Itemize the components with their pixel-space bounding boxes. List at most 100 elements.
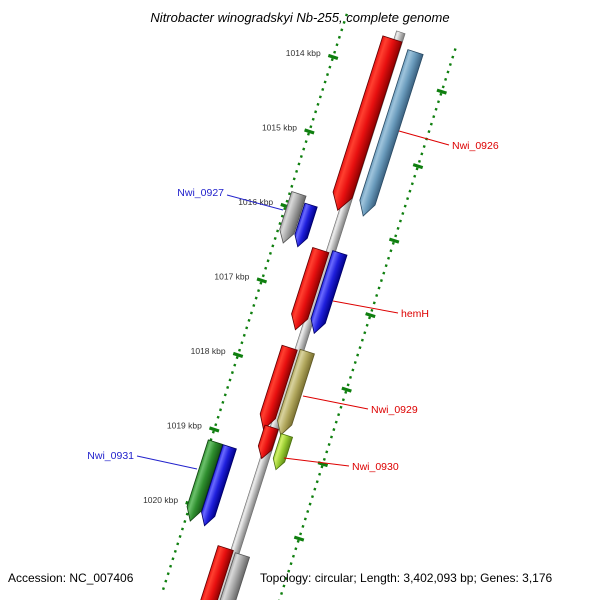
genes-layer <box>183 35 424 600</box>
ruler-dot-icon <box>321 87 325 91</box>
ruler-dot-icon <box>169 564 173 568</box>
gene-arrow-unlabeled-6[interactable] <box>198 444 237 528</box>
ruler-kbp-dash-icon <box>293 535 305 542</box>
ruler-dot-icon <box>342 20 346 24</box>
ruler-dot-icon <box>309 125 313 129</box>
ruler-dot-icon <box>238 348 242 352</box>
ruler-dot-icon <box>240 341 244 345</box>
ruler-dot-icon <box>363 331 367 335</box>
ruler-dot-icon <box>329 435 333 439</box>
gene-arrow-unlabeled-5[interactable] <box>255 424 279 461</box>
gene-arrow-unlabeled-1[interactable] <box>328 35 403 213</box>
ruler-dot-icon <box>278 222 282 226</box>
ruler-dot-icon <box>410 182 414 186</box>
ruler-dot-icon <box>176 542 180 546</box>
ruler-dot-icon <box>375 293 379 297</box>
ruler-dot-icon <box>344 390 348 394</box>
ruler-dot-icon <box>282 584 286 588</box>
ruler-dot-icon <box>314 110 318 114</box>
gene-arrow-unlabeled-3[interactable] <box>287 246 330 332</box>
ruler-dot-icon <box>311 117 315 121</box>
ruler-dot-icon <box>299 532 303 536</box>
ruler-dot-icon <box>291 554 295 558</box>
ruler-dot-icon <box>408 189 412 193</box>
ruler-dot-icon <box>451 55 455 59</box>
gene-arrow-unlabeled-2[interactable] <box>292 202 318 249</box>
ruler-dot-icon <box>318 472 322 476</box>
ruler-tick-label: 1018 kbp <box>191 346 226 356</box>
ruler-dot-icon <box>368 316 372 320</box>
ruler-dot-icon <box>306 132 310 136</box>
ruler-dot-icon <box>377 286 381 290</box>
ruler-kbp-dash-icon <box>208 426 220 433</box>
ruler-dot-icon <box>296 539 300 543</box>
ruler-dot-icon <box>226 385 230 389</box>
ruler-dot-icon <box>401 212 405 216</box>
ruler-dot-icon <box>242 333 246 337</box>
ruler-dot-icon <box>340 28 344 32</box>
ruler-dot-icon <box>339 405 343 409</box>
ruler-dot-icon <box>308 502 312 506</box>
gene-label-Nwi_0927[interactable]: Nwi_0927 <box>177 187 224 199</box>
ruler-dot-icon <box>261 274 265 278</box>
ruler-kbp-dash-icon <box>341 386 352 393</box>
ruler-dot-icon <box>387 256 391 260</box>
ruler-dot-icon <box>285 199 289 203</box>
ruler-dot-icon <box>211 430 215 434</box>
ruler-dot-icon <box>223 393 227 397</box>
ruler-dot-icon <box>287 569 291 573</box>
ruler-dot-icon <box>382 271 386 275</box>
genome-track <box>161 13 457 600</box>
ruler-dot-icon <box>341 398 345 402</box>
ruler-dot-icon <box>330 58 334 62</box>
ruler-dot-icon <box>276 229 280 233</box>
ruler-dot-icon <box>264 266 268 270</box>
ruler-dot-icon <box>247 318 251 322</box>
ruler-dot-icon <box>214 423 218 427</box>
gene-arrow-Nwi_0926[interactable] <box>356 49 424 219</box>
gene-label-leader <box>398 130 450 146</box>
ruler-dot-icon <box>446 70 450 74</box>
gene-arrow-Nwi_0931[interactable] <box>183 439 224 524</box>
ruler-dot-icon <box>218 408 223 412</box>
gene-label-Nwi_0931[interactable]: Nwi_0931 <box>87 450 134 462</box>
ruler-dot-icon <box>422 144 426 148</box>
gene-arrow-unlabeled-8[interactable] <box>212 552 251 600</box>
gene-arrow-Nwi_0929[interactable] <box>274 348 315 437</box>
gene-arrow-Nwi_0927[interactable] <box>276 191 307 246</box>
gene-labels: Nwi_0926 Nwi_0927 hemH Nwi_0929 Nwi_0930 Nwi_… <box>87 130 499 473</box>
gene-arrow-unlabeled-7[interactable] <box>194 545 234 600</box>
status-summary: Topology: circular; Length: 3,402,093 bp… <box>260 571 553 585</box>
ruler-kbp-dash-icon <box>365 312 376 319</box>
ruler-dot-icon <box>413 174 417 178</box>
ruler-dot-icon <box>315 480 319 484</box>
ruler-dot-icon <box>266 259 270 263</box>
ruler-dot-icon <box>297 162 301 166</box>
gene-arrow-hemH[interactable] <box>307 250 348 336</box>
gene-arrow-unlabeled-4[interactable] <box>256 344 298 432</box>
ruler-dot-icon <box>398 219 402 223</box>
gene-label-Nwi_0930[interactable]: Nwi_0930 <box>352 461 399 473</box>
gene-label-hemH[interactable]: hemH <box>401 308 429 320</box>
ruler-tick-label: 1017 kbp <box>214 272 249 282</box>
ruler-dot-icon <box>334 420 338 424</box>
ruler-dot-icon <box>406 197 410 201</box>
ruler-dot-icon <box>216 415 220 419</box>
ruler-dot-icon <box>303 517 307 521</box>
ruler-dot-icon <box>333 50 337 54</box>
gene-label-Nwi_0929[interactable]: Nwi_0929 <box>371 404 418 416</box>
gene-label-Nwi_0926[interactable]: Nwi_0926 <box>452 140 499 152</box>
gene-arrow-Nwi_0930[interactable] <box>270 433 294 472</box>
ruler-dot-icon <box>235 356 239 360</box>
ruler-dot-icon <box>178 534 182 538</box>
ruler-kbp-dash-icon <box>256 277 268 284</box>
ruler-dot-icon <box>384 264 388 268</box>
ruler-dot-icon <box>316 102 320 106</box>
ruler-dot-icon <box>434 107 438 111</box>
ruler-dot-icon <box>444 77 448 81</box>
ruler-dot-icon <box>294 547 298 551</box>
ruler-dot-icon <box>320 465 324 469</box>
status-accession: Accession: NC_007406 <box>8 571 134 585</box>
ruler-dot-icon <box>396 226 400 230</box>
ruler-dot-icon <box>290 184 294 188</box>
